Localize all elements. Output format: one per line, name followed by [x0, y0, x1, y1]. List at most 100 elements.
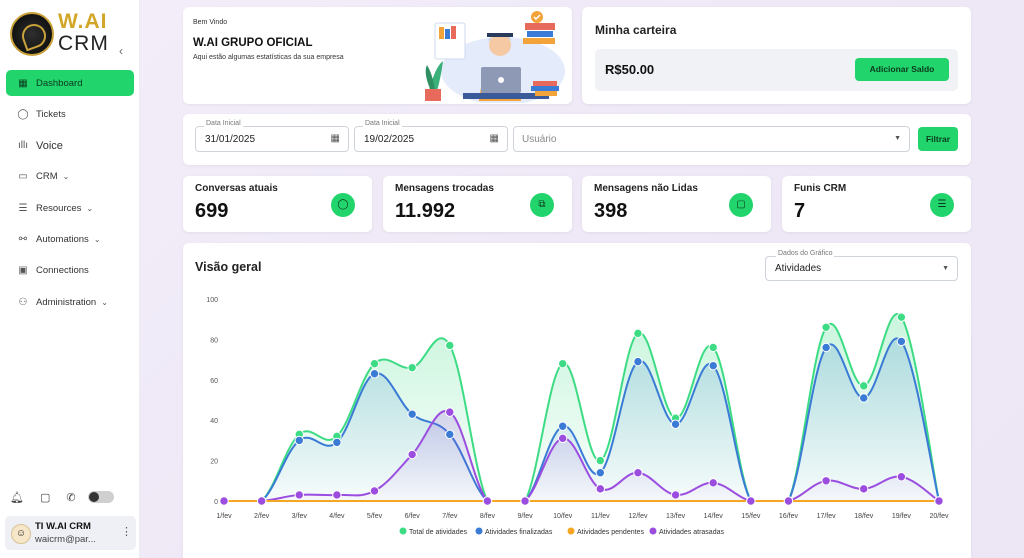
- data-point[interactable]: [482, 496, 493, 506]
- user-select-placeholder: Usuário: [522, 134, 557, 145]
- message-icon[interactable]: ▢: [39, 491, 51, 504]
- x-tick-label: 5/fev: [367, 513, 383, 520]
- wallet-card: Minha carteira R$50.00 Adicionar Saldo: [582, 7, 971, 104]
- stat-label: Mensagens não Lidas: [594, 183, 698, 194]
- legend-marker: [649, 527, 657, 535]
- sidebar-item-crm[interactable]: ▭ CRM ⌄: [6, 164, 134, 190]
- sidebar-item-resources[interactable]: ☰ Resources ⌄: [6, 195, 134, 221]
- x-tick-label: 4/fev: [329, 513, 345, 520]
- x-tick-label: 3/fev: [292, 513, 308, 520]
- sidebar-nav: ▦ Dashboard ◯ Tickets ıllı Voice ▭ CRM ⌄ ☰ Resourc…: [6, 70, 134, 320]
- x-tick-label: 13/fev: [666, 513, 686, 520]
- x-tick-label: 9/fev: [517, 513, 533, 520]
- data-point[interactable]: [219, 496, 229, 506]
- end-date-value: 19/02/2025: [364, 134, 415, 145]
- data-point[interactable]: [520, 496, 530, 506]
- calendar-icon[interactable]: ▦: [330, 133, 340, 144]
- data-point[interactable]: [859, 381, 869, 391]
- sidebar-item-label: Administration: [36, 296, 97, 308]
- data-point[interactable]: [859, 393, 869, 403]
- data-point[interactable]: [445, 340, 455, 351]
- data-point[interactable]: [407, 409, 417, 419]
- chat-bubble-icon: ◯: [17, 108, 29, 120]
- data-point[interactable]: [783, 496, 794, 506]
- data-point[interactable]: [896, 312, 907, 322]
- user-select[interactable]: Usuário ▼: [513, 126, 910, 152]
- calendar-icon[interactable]: ▦: [489, 133, 499, 144]
- data-point[interactable]: [595, 468, 606, 478]
- data-point[interactable]: [896, 336, 907, 347]
- data-point[interactable]: [407, 449, 417, 460]
- data-point[interactable]: [445, 407, 455, 417]
- data-point[interactable]: [934, 496, 944, 506]
- data-point[interactable]: [294, 435, 304, 446]
- data-point[interactable]: [746, 496, 756, 506]
- x-tick-label: 15/fev: [741, 513, 761, 520]
- stat-value: 699: [195, 200, 229, 222]
- sidebar-utility-bar: 🔔︎ ▢ ✆: [10, 489, 130, 505]
- data-point[interactable]: [294, 490, 304, 500]
- sidebar-item-connections[interactable]: ▣ Connections: [6, 258, 134, 284]
- data-point[interactable]: [821, 322, 831, 332]
- data-point[interactable]: [369, 369, 380, 379]
- data-point[interactable]: [633, 468, 643, 478]
- data-point[interactable]: [821, 476, 831, 486]
- phone-icon[interactable]: ✆: [66, 491, 76, 504]
- data-point[interactable]: [859, 484, 869, 494]
- sidebar-item-automations[interactable]: ⚯ Automations ⌄: [6, 226, 134, 252]
- data-point[interactable]: [708, 478, 718, 488]
- data-point[interactable]: [557, 421, 568, 431]
- wallet-balance: R$50.00: [605, 62, 655, 77]
- sidebar-item-voice[interactable]: ıllı Voice: [6, 133, 134, 159]
- data-point[interactable]: [670, 419, 681, 429]
- sidebar-item-administration[interactable]: ⚇ Administration ⌄: [6, 289, 134, 315]
- data-point[interactable]: [633, 328, 643, 339]
- stat-card-unread: Mensagens não Lidas 398 ▢: [582, 176, 771, 232]
- filters-bar: Data Inicial 31/01/2025 ▦ Data Inicial 1…: [183, 114, 971, 165]
- welcome-title: W.AI GRUPO OFICIAL: [193, 37, 313, 49]
- data-point[interactable]: [369, 486, 380, 496]
- end-date-field[interactable]: Data Inicial 19/02/2025 ▦: [354, 120, 508, 152]
- data-point[interactable]: [557, 433, 568, 444]
- data-point[interactable]: [896, 472, 907, 482]
- welcome-subtitle: Aqui estão algumas estatísticas da sua e…: [193, 54, 344, 61]
- data-point[interactable]: [670, 490, 681, 500]
- data-point[interactable]: [708, 342, 718, 353]
- add-balance-button[interactable]: Adicionar Saldo: [855, 58, 949, 81]
- collapse-sidebar-icon[interactable]: ‹: [119, 44, 123, 58]
- sidebar-item-label: Tickets: [36, 108, 66, 120]
- user-card[interactable]: ☺ TI W.AI CRM waicrm@par... ⋮: [5, 516, 136, 550]
- x-tick-label: 17/fev: [817, 513, 837, 520]
- brand-logo[interactable]: W.AI CRM: [8, 8, 134, 58]
- bell-icon[interactable]: 🔔︎: [10, 491, 24, 504]
- x-tick-label: 10/fev: [553, 513, 573, 520]
- data-point[interactable]: [595, 455, 606, 466]
- data-point[interactable]: [256, 496, 267, 506]
- data-point[interactable]: [821, 342, 831, 353]
- stat-value: 7: [794, 200, 806, 222]
- data-point[interactable]: [332, 437, 342, 448]
- messages-icon: ⧉: [530, 193, 554, 217]
- stat-value: 11.992: [395, 200, 456, 222]
- data-point[interactable]: [633, 356, 643, 367]
- filter-button[interactable]: Filtrar: [918, 127, 958, 151]
- legend-label: Atividades pendentes: [577, 529, 644, 536]
- stat-value: 398: [594, 200, 628, 222]
- data-point[interactable]: [708, 360, 718, 371]
- welcome-card: Bem Vindo W.AI GRUPO OFICIAL Aqui estão …: [183, 7, 572, 104]
- sidebar-item-tickets[interactable]: ◯ Tickets: [6, 101, 134, 127]
- data-point[interactable]: [557, 358, 568, 369]
- x-tick-label: 14/fev: [704, 513, 724, 520]
- data-point[interactable]: [407, 362, 417, 373]
- chart-data-select[interactable]: Dados do Gráfico Atividades ▼: [765, 250, 958, 281]
- data-point[interactable]: [445, 429, 455, 440]
- theme-toggle[interactable]: [87, 491, 114, 503]
- sidebar-item-dashboard[interactable]: ▦ Dashboard: [6, 70, 134, 96]
- more-vertical-icon[interactable]: ⋮: [121, 526, 132, 538]
- data-point[interactable]: [595, 484, 606, 494]
- data-point[interactable]: [369, 358, 380, 369]
- data-point[interactable]: [332, 490, 342, 500]
- start-date-field[interactable]: Data Inicial 31/01/2025 ▦: [195, 120, 349, 152]
- y-tick-label: 20: [210, 459, 218, 466]
- welcome-illustration: [425, 11, 565, 103]
